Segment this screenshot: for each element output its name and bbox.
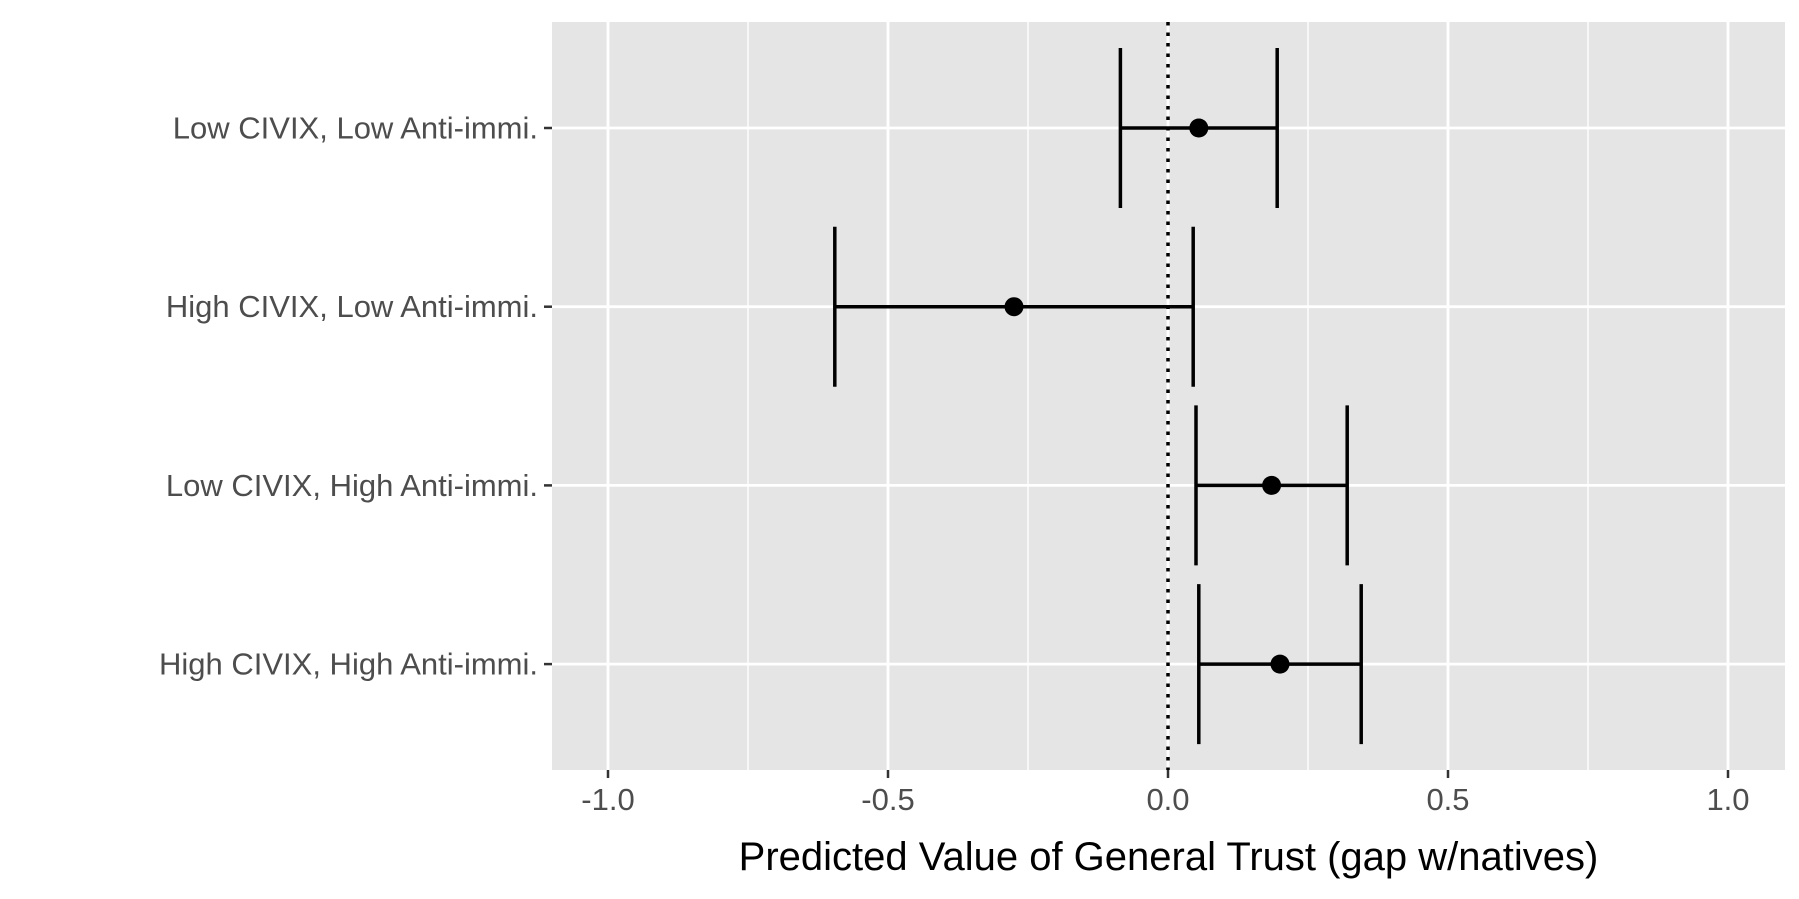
point-estimate bbox=[1004, 297, 1024, 317]
y-axis: Low CIVIX, Low Anti-immi. High CIVIX, Low… bbox=[159, 111, 552, 682]
y-tick-label: Low CIVIX, Low Anti-immi. bbox=[173, 111, 538, 146]
point-estimate bbox=[1189, 118, 1209, 138]
grid-minor bbox=[747, 22, 1589, 770]
point-estimate bbox=[1270, 654, 1290, 674]
y-tick-label: High CIVIX, Low Anti-immi. bbox=[166, 289, 538, 324]
x-tick-label: 0.0 bbox=[1146, 782, 1189, 817]
y-tick-label: High CIVIX, High Anti-immi. bbox=[159, 647, 538, 682]
x-tick-label: -0.5 bbox=[861, 782, 914, 817]
point-estimates bbox=[1004, 118, 1290, 674]
x-tick-label: 1.0 bbox=[1706, 782, 1749, 817]
x-tick-label: -1.0 bbox=[581, 782, 634, 817]
x-axis-title: Predicted Value of General Trust (gap w/… bbox=[739, 835, 1599, 879]
x-axis: -1.0 -0.5 0.0 0.5 1.0 bbox=[581, 770, 1750, 817]
point-estimate bbox=[1262, 475, 1282, 495]
y-tick-label: Low CIVIX, High Anti-immi. bbox=[166, 468, 538, 503]
x-tick-label: 0.5 bbox=[1426, 782, 1469, 817]
